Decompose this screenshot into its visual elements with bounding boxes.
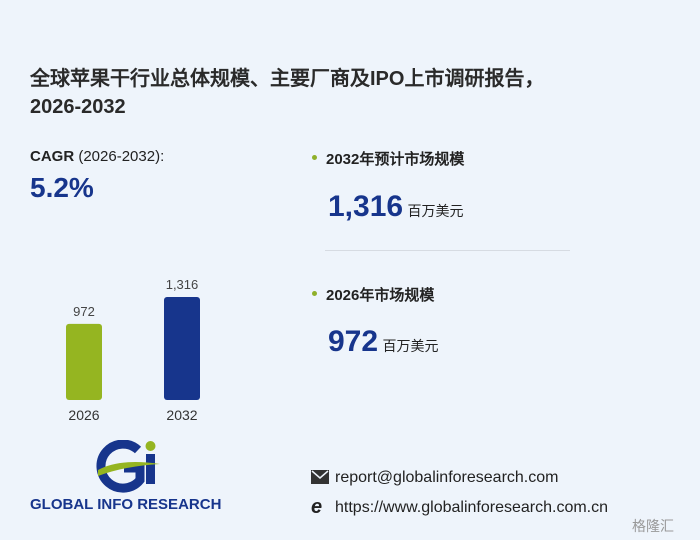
stat-label: 2032年预计市场规模 — [326, 151, 465, 168]
value-label: 1,316 — [166, 277, 199, 292]
stat-number: 1,316 — [328, 190, 404, 223]
logo-mark — [96, 440, 160, 493]
bullet — [312, 291, 317, 296]
x-tick-label: 2026 — [68, 407, 99, 423]
stat-number: 972 — [328, 325, 379, 358]
bullet — [312, 155, 317, 160]
title: 2026-2032 — [30, 96, 126, 118]
web-icon: e — [311, 496, 323, 518]
stat-value: 1,316 百万美元 — [328, 190, 464, 224]
stat-value: 972 百万美元 — [328, 325, 439, 359]
bar — [66, 323, 102, 400]
website: https://www.globalinforesearch.com.cn — [335, 499, 609, 516]
email-icon — [311, 470, 329, 484]
stat-label: 2026年市场规模 — [326, 287, 435, 304]
cagr-text: CAGR — [30, 148, 75, 165]
bar-chart: 972 2026 1,316 2032 — [66, 277, 200, 423]
divider — [325, 250, 570, 251]
watermark: 格隆汇 — [632, 518, 674, 534]
bar — [164, 297, 200, 400]
stat-unit: 百万美元 — [382, 338, 439, 354]
email: report@globalinforesearch.com — [335, 469, 559, 486]
cagr-value: 5.2% — [30, 172, 94, 203]
title: 全球苹果干行业总体规模、主要厂商及IPO上市调研报告， — [30, 68, 545, 90]
cagr-label: CAGR (2026-2032): — [30, 148, 164, 165]
value-label: 972 — [73, 304, 95, 319]
logo-text: GLOBAL INFO RESEARCH — [30, 496, 222, 513]
stat-unit: 百万美元 — [407, 203, 464, 219]
x-tick-label: 2032 — [166, 407, 197, 423]
cagr-period: (2026-2032): — [78, 148, 165, 165]
